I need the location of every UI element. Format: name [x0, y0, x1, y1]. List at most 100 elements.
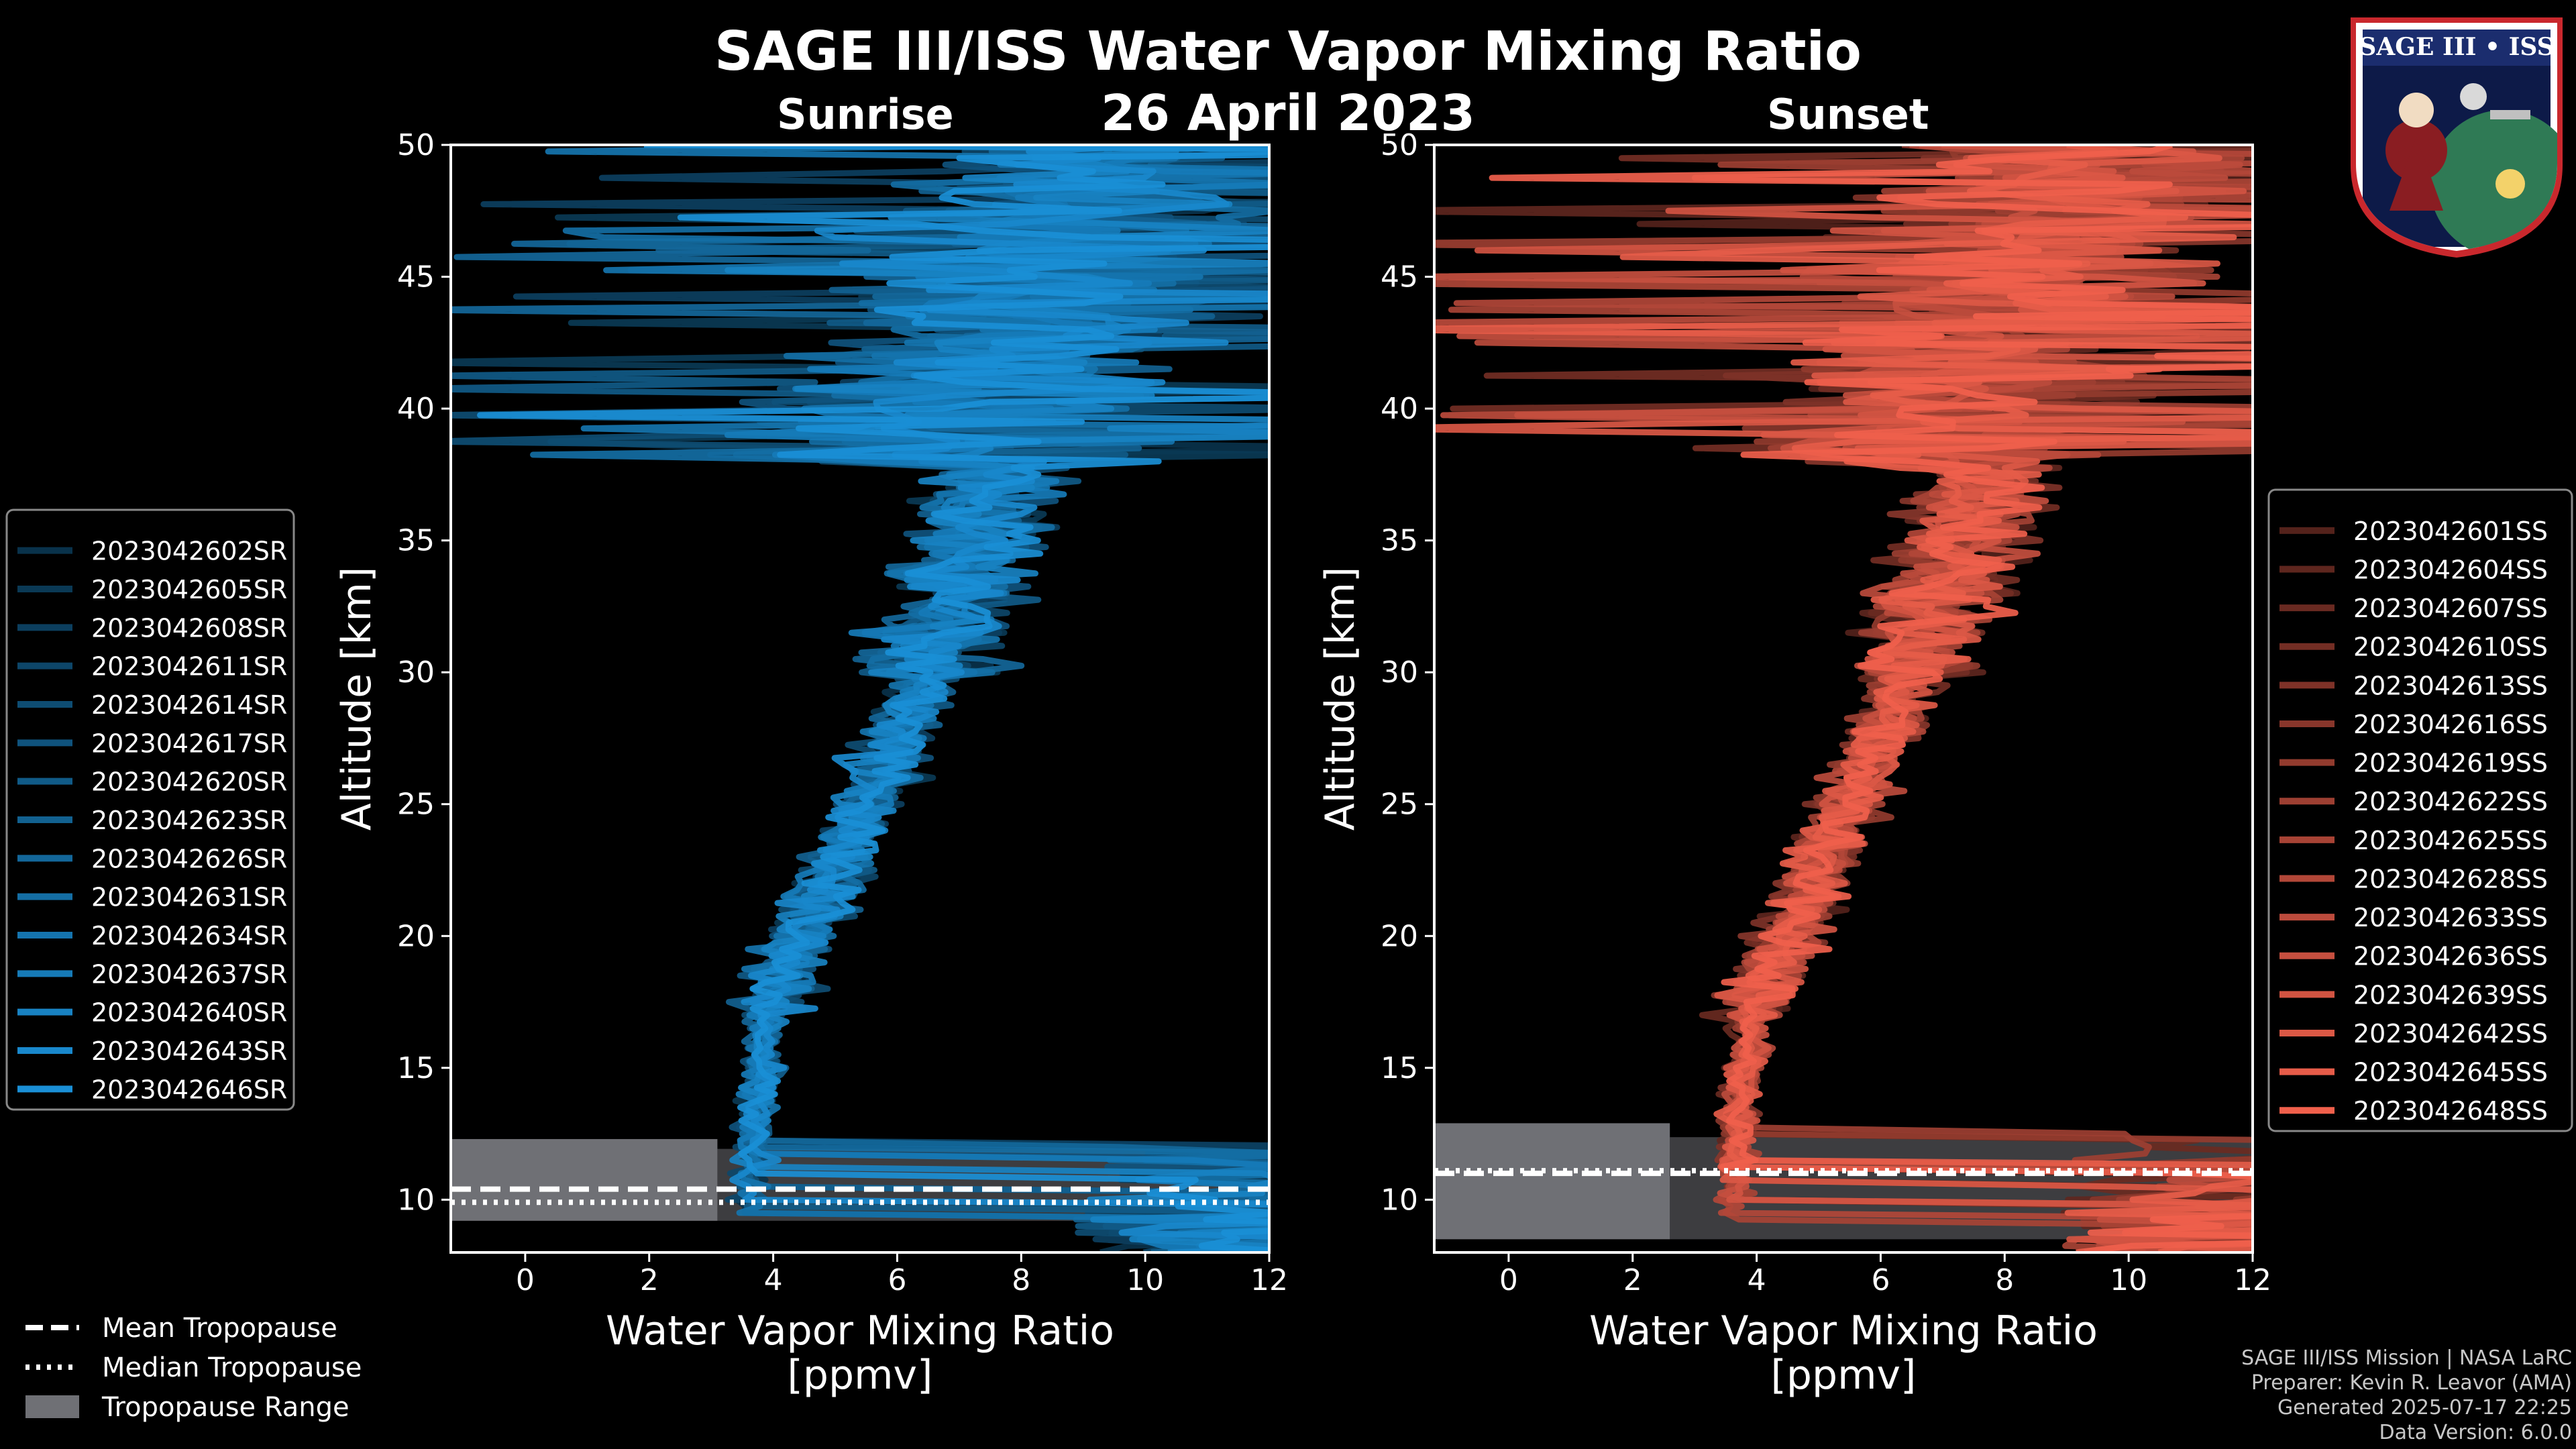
- x-tick-label: 8: [1995, 1263, 2014, 1297]
- x-tick-label: 6: [1871, 1263, 1890, 1297]
- y-tick-label: 15: [1381, 1051, 1418, 1085]
- footer-version: Data Version: 6.0.0: [2379, 1421, 2572, 1444]
- legend-entry: 2023042645SS: [2353, 1058, 2548, 1087]
- y-axis-label: Altitude [km]: [1317, 567, 1364, 831]
- footer-credits: SAGE III/ISS Mission | NASA LaRC Prepare…: [2241, 1346, 2572, 1445]
- legend-entry: 2023042610SS: [2353, 633, 2548, 662]
- legend-entry: 2023042613SS: [2353, 671, 2548, 700]
- x-axis-label-units: [ppmv]: [788, 1352, 933, 1399]
- y-tick-label: 25: [397, 788, 435, 822]
- y-tick-label: 20: [1381, 919, 1418, 953]
- y-tick-label: 40: [1381, 392, 1418, 426]
- plot-frame: [1433, 144, 2254, 1254]
- legend-entry: 2023042625SS: [2353, 826, 2548, 855]
- sunrise-panel-title: Sunrise: [777, 90, 954, 139]
- y-axis-label: Altitude [km]: [333, 567, 380, 831]
- y-tick-label: 50: [1381, 128, 1418, 162]
- y-tick-label: 25: [1381, 788, 1418, 822]
- y-tick-label: 35: [1381, 524, 1418, 558]
- legend-entry: 2023042628SS: [2353, 864, 2548, 894]
- y-tick-label: 10: [1381, 1183, 1418, 1217]
- legend-entry: 2023042646SR: [91, 1075, 287, 1104]
- x-tick-label: 4: [764, 1263, 783, 1297]
- y-tick-label: 30: [397, 655, 435, 690]
- profile-line: [1489, 145, 2253, 1252]
- profile-line: [477, 145, 1269, 1252]
- x-tick-label: 2: [1623, 1263, 1642, 1297]
- legend-entry: 2023042637SR: [91, 959, 287, 989]
- legend-entry: 2023042643SR: [91, 1036, 287, 1066]
- y-tick-label: 45: [397, 260, 435, 294]
- x-tick-label: 0: [1499, 1263, 1518, 1297]
- logo-text: SAGE III • ISS: [2359, 33, 2554, 61]
- legend-entry: 2023042608SR: [91, 613, 287, 643]
- y-tick-label: 30: [1381, 655, 1418, 690]
- plot-frame: [449, 144, 1271, 1254]
- panel-sunset: 0 2 4 6 8 10 12 10 15 20 25 30 35 40 45 50 Water Vapor M…: [1317, 128, 2573, 1399]
- x-axis-label: Water Vapor Mixing Ratio: [1589, 1307, 2098, 1354]
- x-tick-label: 0: [516, 1263, 535, 1297]
- y-tick-label: 15: [397, 1051, 435, 1085]
- y-tick-label: 10: [397, 1183, 435, 1217]
- legend-entry: 2023042622SS: [2353, 787, 2548, 816]
- profile-lines: [1434, 145, 2253, 1252]
- x-tick-label: 10: [1126, 1263, 1164, 1297]
- x-tick-label: 4: [1748, 1263, 1766, 1297]
- tropopause-range-box: [1434, 1123, 1670, 1240]
- legend-entry: 2023042631SR: [91, 883, 287, 912]
- legend-entry: 2023042623SR: [91, 806, 287, 835]
- x-tick-label: 12: [2234, 1263, 2271, 1297]
- legend-entry: 2023042620SR: [91, 767, 287, 797]
- legend-entry: 2023042617SR: [91, 729, 287, 758]
- mean-tropopause-label: Mean Tropopause: [102, 1313, 337, 1344]
- legend-entry: 2023042626SR: [91, 844, 287, 873]
- legend-entry: 2023042639SS: [2353, 980, 2548, 1010]
- profile-lines: [451, 145, 1269, 1252]
- legend-entry: 2023042642SS: [2353, 1019, 2548, 1049]
- x-tick-label: 8: [1012, 1263, 1030, 1297]
- legend-entry: 2023042640SR: [91, 998, 287, 1028]
- x-tick-label: 6: [888, 1263, 906, 1297]
- median-tropopause-label: Median Tropopause: [102, 1352, 362, 1383]
- legend-entry: 2023042611SR: [91, 652, 287, 682]
- y-tick-label: 50: [397, 128, 435, 162]
- panel-sunrise: 0 2 4 6 8 10 12 10 15 20 25 30 35 40 45 50 Water Vapor M…: [5, 128, 1288, 1399]
- tropopause-range-box: [451, 1138, 718, 1221]
- sunset-panel-title: Sunset: [1767, 90, 1929, 139]
- legend-entry: 2023042634SR: [91, 921, 287, 951]
- x-axis-label: Water Vapor Mixing Ratio: [606, 1307, 1114, 1354]
- legend-entry: 2023042619SS: [2353, 749, 2548, 778]
- x-axis-label-units: [ppmv]: [1771, 1352, 1917, 1399]
- legend-box: [2267, 488, 2573, 1132]
- y-tick-label: 20: [397, 919, 435, 953]
- y-tick-label: 35: [397, 524, 435, 558]
- legend-entry: 2023042614SR: [91, 690, 287, 720]
- x-tick-label: 2: [640, 1263, 659, 1297]
- legend-box: [5, 508, 295, 1111]
- legend-sunset: 2023042601SS 2023042604SS 2023042607SS 2023…: [2267, 488, 2573, 1132]
- footer-generated: Generated 2025-07-17 22:25: [2277, 1396, 2572, 1419]
- legend-entry: 2023042633SS: [2353, 903, 2548, 932]
- footer-mission: SAGE III/ISS Mission | NASA LaRC: [2241, 1346, 2572, 1370]
- legend-entry: 2023042602SR: [91, 537, 287, 566]
- legend-sunrise: 2023042602SR 2023042605SR 2023042608SR 2023…: [5, 508, 295, 1111]
- tropopause-range-label: Tropopause Range: [101, 1392, 350, 1423]
- tropopause-legend: Mean Tropopause Median Tropopause Tropopau…: [25, 1313, 362, 1423]
- legend-entry: 2023042607SS: [2353, 594, 2548, 623]
- tropopause-range-swatch: [25, 1395, 79, 1418]
- figure-date: 26 April 2023: [1101, 85, 1475, 142]
- y-tick-label: 45: [1381, 260, 1418, 294]
- legend-entry: 2023042636SS: [2353, 942, 2548, 971]
- y-tick-label: 40: [397, 392, 435, 426]
- legend-entry: 2023042601SS: [2353, 517, 2548, 546]
- x-tick-label: 10: [2110, 1263, 2147, 1297]
- legend-entry: 2023042605SR: [91, 575, 287, 604]
- sage-mission-logo: SAGE III • ISS: [2351, 17, 2563, 258]
- legend-entry: 2023042604SS: [2353, 555, 2548, 584]
- footer-preparer: Preparer: Kevin R. Leavor (AMA): [2251, 1371, 2572, 1395]
- figure-title: SAGE III/ISS Water Vapor Mixing Ratio: [714, 20, 1862, 83]
- legend-entry: 2023042648SS: [2353, 1096, 2548, 1126]
- legend-entry: 2023042616SS: [2353, 710, 2548, 739]
